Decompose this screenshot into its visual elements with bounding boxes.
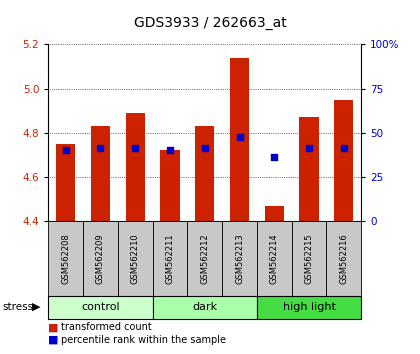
- Bar: [48, 221, 83, 296]
- Text: percentile rank within the sample: percentile rank within the sample: [61, 335, 226, 345]
- Text: control: control: [81, 302, 120, 312]
- Bar: [195, 126, 214, 221]
- Bar: [48, 296, 152, 319]
- Text: transformed count: transformed count: [61, 322, 152, 332]
- Text: GSM562209: GSM562209: [96, 233, 105, 284]
- Bar: [334, 99, 353, 221]
- Bar: [91, 126, 110, 221]
- Point: [236, 135, 243, 140]
- Bar: [291, 221, 326, 296]
- Bar: [160, 150, 179, 221]
- Point: [306, 145, 312, 151]
- Bar: [326, 221, 361, 296]
- Bar: [118, 221, 152, 296]
- Bar: [83, 221, 118, 296]
- Point: [62, 148, 69, 153]
- Bar: [230, 58, 249, 221]
- Point: [341, 145, 347, 151]
- Text: GSM562208: GSM562208: [61, 233, 70, 284]
- Text: ▶: ▶: [32, 302, 40, 312]
- Text: GDS3933 / 262663_at: GDS3933 / 262663_at: [134, 16, 286, 30]
- Point: [132, 145, 139, 151]
- Point: [97, 145, 104, 151]
- Text: high light: high light: [283, 302, 336, 312]
- Text: ■: ■: [48, 335, 59, 345]
- Point: [271, 154, 278, 160]
- Text: GSM562214: GSM562214: [270, 233, 279, 284]
- Bar: [222, 221, 257, 296]
- Text: GSM562211: GSM562211: [165, 233, 174, 284]
- Text: ■: ■: [48, 322, 59, 332]
- Bar: [56, 144, 75, 221]
- Bar: [152, 296, 257, 319]
- Bar: [257, 296, 361, 319]
- Bar: [257, 221, 291, 296]
- Point: [167, 148, 173, 153]
- Text: GSM562210: GSM562210: [131, 233, 140, 284]
- Text: GSM562216: GSM562216: [339, 233, 348, 284]
- Text: GSM562213: GSM562213: [235, 233, 244, 284]
- Bar: [299, 117, 319, 221]
- Text: GSM562215: GSM562215: [304, 233, 314, 284]
- Text: GSM562212: GSM562212: [200, 233, 209, 284]
- Bar: [265, 206, 284, 221]
- Text: dark: dark: [192, 302, 217, 312]
- Bar: [126, 113, 145, 221]
- Bar: [152, 221, 187, 296]
- Bar: [187, 221, 222, 296]
- Text: stress: stress: [2, 302, 33, 312]
- Point: [202, 145, 208, 151]
